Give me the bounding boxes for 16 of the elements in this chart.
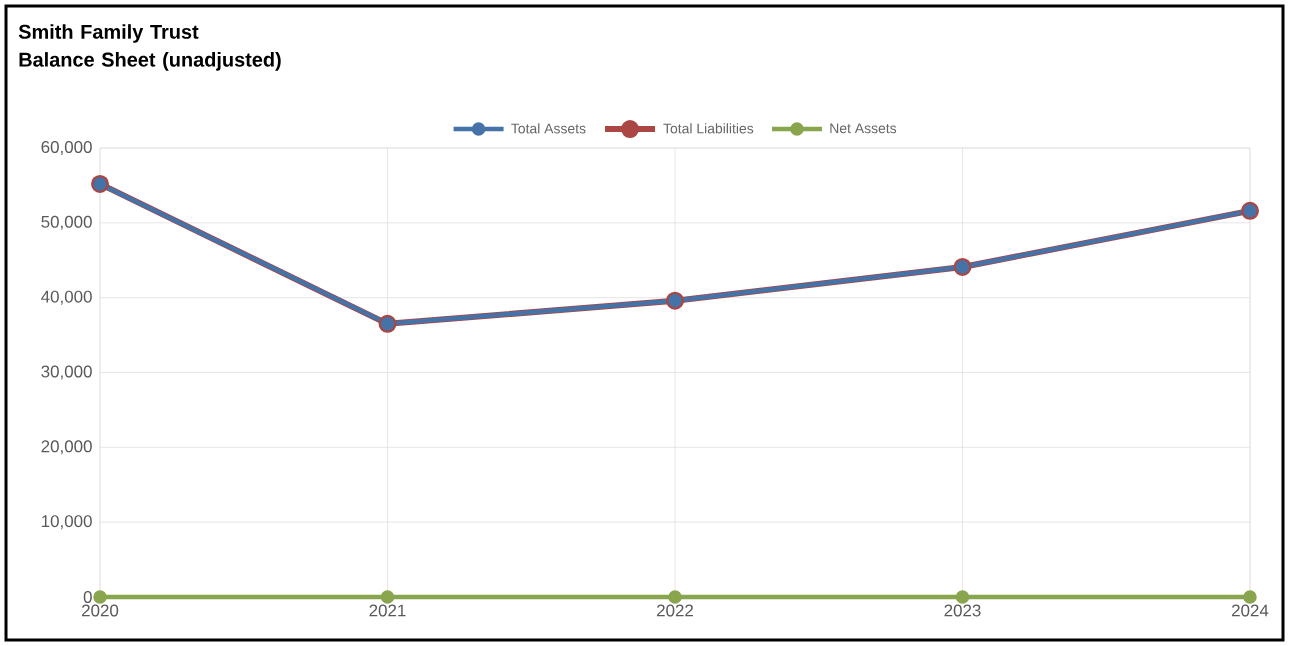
legend-label: Net Assets: [830, 123, 897, 134]
y-tick-label: 50,000: [41, 215, 92, 230]
chart-title: Smith Family Trust Balance Sheet (unadjusted): [18, 24, 281, 71]
x-tick-label: 2023: [944, 604, 981, 617]
x-tick-label: 2020: [82, 604, 119, 617]
legend-label: Total Assets: [511, 123, 586, 134]
legend-label: Total Liabilities: [663, 123, 754, 134]
x-tick-label: 2022: [657, 604, 693, 617]
y-tick-label: 0: [83, 590, 92, 603]
x-tick-label: 2021: [369, 604, 406, 617]
y-tick-label: 60,000: [41, 140, 92, 155]
y-tick-label: 30,000: [41, 365, 92, 380]
y-tick-label: 10,000: [41, 515, 92, 530]
y-tick-label: 20,000: [41, 440, 92, 455]
y-tick-label: 40,000: [41, 290, 92, 305]
x-tick-label: 2024: [1232, 604, 1269, 617]
